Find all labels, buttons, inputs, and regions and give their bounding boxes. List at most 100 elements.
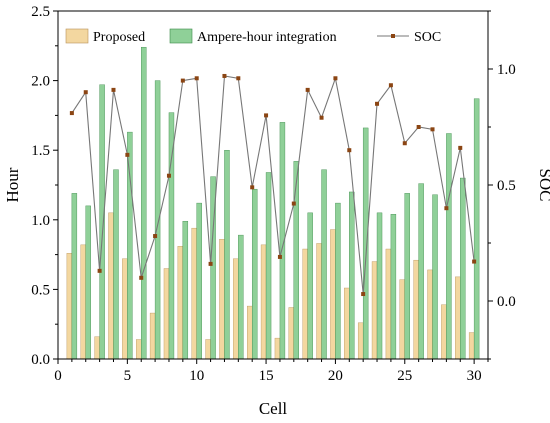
- soc-point-13: [236, 76, 241, 81]
- legend: Proposed Ampere-hour integration SOC: [65, 28, 441, 45]
- y-tick-label-2.5: 2.5: [31, 4, 50, 20]
- bar-ampere-hour-2: [85, 205, 91, 360]
- bar-ampere-hour-18: [307, 212, 313, 360]
- bar-proposed-3: [94, 336, 100, 360]
- x-tick-label-10: 10: [189, 368, 204, 384]
- soc-line: [71, 75, 475, 295]
- soc-point-4: [111, 87, 116, 92]
- soc-point-15: [264, 113, 269, 118]
- soc-point-17: [291, 201, 296, 206]
- bars-layer: [66, 46, 480, 360]
- bar-proposed-24: [385, 248, 392, 360]
- y-tick-label-0.5: 0.5: [31, 282, 50, 298]
- x-tick-label-30: 30: [467, 368, 482, 384]
- bar-ampere-hour-23: [376, 212, 383, 360]
- bar-ampere-hour-29: [460, 177, 466, 360]
- bar-proposed-13: [233, 258, 239, 360]
- bar-ampere-hour-14: [251, 188, 258, 360]
- bar-proposed-9: [177, 246, 184, 360]
- soc-point-23: [375, 101, 380, 106]
- bar-ampere-hour-17: [293, 161, 300, 360]
- x-axis-label: Cell: [259, 399, 288, 418]
- bar-ampere-hour-24: [390, 214, 397, 360]
- y2-tick-label-1.0: 1.0: [497, 62, 516, 78]
- soc-point-22: [361, 292, 366, 297]
- bar-ampere-hour-5: [127, 131, 133, 360]
- bar-proposed-18: [302, 248, 308, 360]
- soc-point-7: [153, 234, 158, 239]
- y2-tick-label-0.5: 0.5: [497, 178, 516, 194]
- bar-proposed-26: [413, 259, 419, 360]
- x-tick-label-0: 0: [54, 368, 62, 384]
- bar-proposed-11: [205, 339, 211, 360]
- y-axis-label: Hour: [3, 167, 22, 202]
- bar-proposed-16: [274, 337, 281, 360]
- legend-label-proposed: Proposed: [93, 30, 145, 45]
- legend-marker-soc: [391, 34, 395, 38]
- bar-proposed-27: [427, 269, 433, 360]
- soc-point-6: [139, 275, 144, 280]
- bar-ampere-hour-19: [321, 169, 327, 360]
- soc-point-12: [222, 73, 227, 78]
- y-axis-left: 0.0 0.5 1.0 1.5 2.0 2.5: [31, 4, 58, 368]
- bar-proposed-23: [371, 261, 378, 360]
- soc-line-layer: [69, 73, 477, 297]
- bar-proposed-1: [66, 253, 73, 360]
- bar-ampere-hour-13: [238, 234, 244, 360]
- soc-point-18: [305, 87, 310, 92]
- bar-proposed-22: [357, 322, 364, 360]
- legend-swatch-ampere-hour: [169, 28, 193, 44]
- soc-point-28: [444, 206, 449, 211]
- bar-proposed-5: [122, 258, 128, 360]
- soc-point-2: [83, 90, 88, 95]
- bar-ampere-hour-27: [432, 194, 438, 360]
- soc-point-5: [125, 152, 130, 157]
- bar-ampere-hour-20: [335, 202, 341, 360]
- soc-point-27: [430, 127, 435, 132]
- soc-point-20: [333, 76, 338, 81]
- y-tick-label-0.0: 0.0: [31, 352, 50, 368]
- soc-point-19: [319, 115, 324, 120]
- bar-ampere-hour-15: [265, 172, 272, 360]
- bar-ampere-hour-28: [446, 133, 452, 360]
- y-tick-label-1.0: 1.0: [31, 213, 50, 229]
- bar-proposed-20: [330, 229, 336, 360]
- bar-ampere-hour-25: [404, 193, 410, 360]
- soc-point-26: [416, 125, 421, 129]
- soc-point-9: [180, 78, 185, 83]
- bar-proposed-7: [149, 312, 156, 360]
- soc-point-8: [166, 173, 171, 178]
- y-axis-right: 0.0 0.5 1.0: [488, 10, 516, 360]
- legend-swatch-proposed: [65, 28, 89, 44]
- soc-point-30: [472, 259, 477, 264]
- bar-proposed-12: [219, 239, 225, 360]
- bar-ampere-hour-30: [473, 98, 480, 360]
- x-axis: 0 5 10 15 20 25 30: [54, 359, 489, 384]
- soc-point-10: [194, 76, 199, 81]
- bar-proposed-28: [441, 304, 447, 360]
- bar-proposed-4: [108, 212, 114, 360]
- bar-ampere-hour-12: [224, 149, 230, 360]
- bar-ampere-hour-26: [418, 183, 424, 360]
- bar-proposed-17: [288, 307, 295, 360]
- bar-ampere-hour-1: [71, 193, 78, 360]
- x-tick-label-15: 15: [259, 368, 274, 384]
- bar-proposed-15: [260, 244, 267, 360]
- bar-ampere-hour-6: [141, 46, 147, 360]
- soc-point-1: [69, 111, 74, 116]
- bar-ampere-hour-4: [113, 169, 119, 360]
- legend-label-soc: SOC: [414, 30, 441, 45]
- bar-proposed-25: [399, 279, 405, 360]
- bar-ampere-hour-10: [196, 202, 202, 360]
- bar-ampere-hour-21: [349, 191, 355, 360]
- x-tick-label-5: 5: [124, 368, 132, 384]
- x-tick-label-25: 25: [397, 368, 412, 384]
- y-tick-label-2.0: 2.0: [31, 74, 50, 90]
- soc-point-16: [277, 254, 282, 259]
- y2-tick-label-0.0: 0.0: [497, 294, 516, 310]
- legend-label-ampere-hour: Ampere-hour integration: [197, 30, 337, 45]
- bar-ampere-hour-9: [182, 220, 189, 360]
- soc-point-21: [347, 148, 352, 153]
- soc-point-25: [402, 141, 407, 146]
